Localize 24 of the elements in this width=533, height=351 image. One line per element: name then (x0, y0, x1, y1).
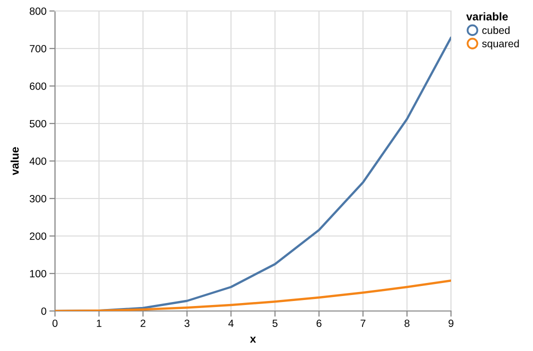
y-axis-title: value (10, 147, 19, 176)
x-tick-label: 8 (404, 320, 410, 327)
x-tick-label: 0 (52, 320, 58, 327)
legend-title: variable (466, 12, 508, 20)
x-tick-label: 7 (360, 320, 366, 327)
y-tick-label: 800 (30, 8, 46, 15)
y-tick-label: 500 (30, 120, 46, 128)
x-tick-label: 3 (184, 320, 190, 327)
x-tick-label: 2 (140, 320, 146, 327)
legend-label: squared (482, 40, 519, 50)
x-tick-label: 6 (316, 320, 322, 327)
y-tick-label: 100 (30, 270, 46, 278)
y-tick-label: 200 (30, 232, 46, 240)
y-tick-label: 700 (30, 45, 46, 52)
y-tick-label: 0 (41, 308, 46, 315)
y-tick-label: 600 (30, 82, 46, 90)
legend-label: cubed (482, 26, 510, 34)
x-tick-label: 4 (228, 320, 234, 327)
x-tick-label: 5 (272, 320, 278, 327)
x-tick-label: 9 (448, 320, 454, 327)
x-axis-title: x (250, 336, 256, 343)
x-tick-label: 1 (96, 320, 102, 327)
y-tick-label: 400 (30, 158, 46, 165)
y-tick-label: 300 (30, 195, 46, 202)
